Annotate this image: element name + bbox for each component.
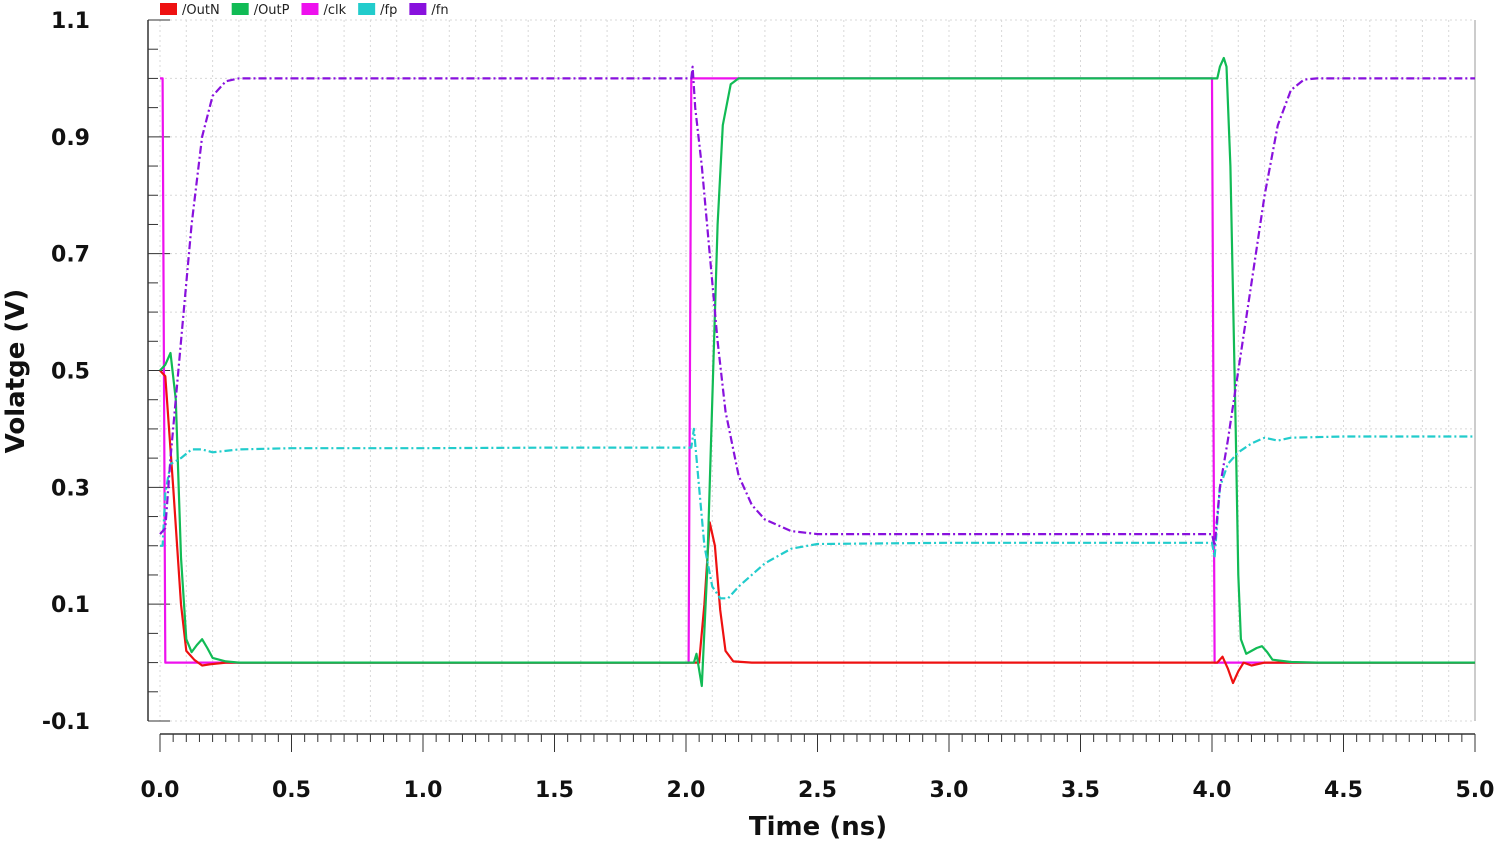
axes [147,19,1476,752]
series-layer [159,56,1475,688]
legend-swatch [358,3,376,15]
legend-label: /OutN [182,3,220,18]
tick-labels: 0.0 0.5 1.0 1.5 2.0 2.5 3.0 3.5 4.0 4.5 5.0 -0.1 0.1… [42,9,1495,803]
x-tick-label: 2.5 [798,778,837,803]
x-tick-label: 0.5 [272,778,311,803]
y-tick-label: 0.9 [51,126,90,151]
y-tick-label: 0.1 [51,593,90,618]
legend-swatch [231,3,249,15]
y-axis-title: Volatge (V) [1,289,31,454]
legend-swatch [409,3,427,15]
grid [159,19,1476,722]
series-line-outn [159,369,1475,685]
series-line-outp [159,56,1475,688]
series-line-fn [159,65,1475,547]
x-tick-label: 4.0 [1193,778,1232,803]
y-tick-label: -0.1 [42,710,90,735]
x-tick-label: 2.0 [667,778,706,803]
y-tick-label: 0.7 [51,243,90,268]
legend-swatch [160,3,177,15]
x-tick-label: 1.0 [404,778,443,803]
legend: /OutN/OutP/clk/fp/fn [160,3,449,18]
legend-label: /OutP [254,3,290,18]
y-tick-label: 0.5 [51,360,90,385]
legend-label: /fp [380,3,397,18]
series-line-clk [160,77,1475,664]
x-axis-title: Time (ns) [749,812,887,841]
x-tick-label: 0.0 [141,778,180,803]
x-tick-label: 1.5 [535,778,574,803]
x-tick-label: 3.5 [1061,778,1100,803]
legend-label: /fn [431,3,448,18]
x-tick-label: 4.5 [1324,778,1363,803]
y-tick-label: 1.1 [51,9,90,34]
x-tick-label: 5.0 [1456,778,1495,803]
legend-swatch [301,3,319,15]
y-tick-label: 0.3 [51,476,90,501]
legend-label: /clk [323,3,346,18]
x-tick-label: 3.0 [930,778,969,803]
series-line-fp [160,427,1475,600]
